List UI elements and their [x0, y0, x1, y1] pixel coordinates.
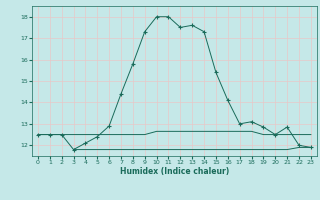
X-axis label: Humidex (Indice chaleur): Humidex (Indice chaleur)	[120, 167, 229, 176]
